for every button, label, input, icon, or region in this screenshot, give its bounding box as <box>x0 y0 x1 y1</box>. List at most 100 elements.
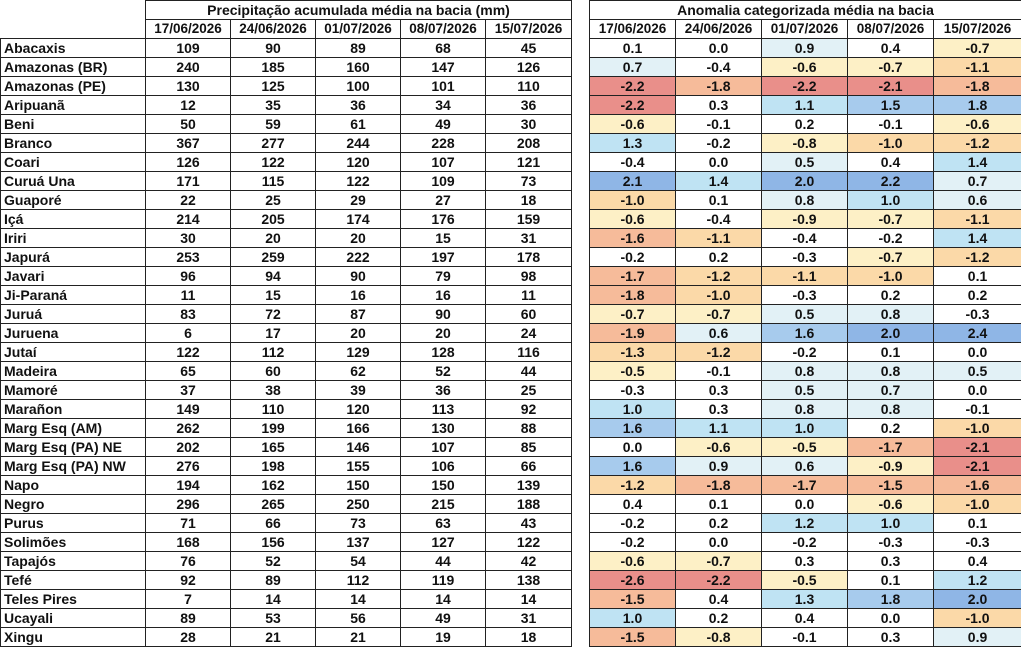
precip-value: 178 <box>485 247 572 267</box>
precip-value: 87 <box>315 304 401 324</box>
precip-value: 122 <box>485 532 572 552</box>
basin-name: Madeira <box>0 361 146 381</box>
anomaly-value: -1.0 <box>847 133 934 153</box>
anomaly-value: -1.3 <box>589 342 676 362</box>
anomaly-value: 1.8 <box>932 95 1021 115</box>
precip-value: 53 <box>230 608 316 628</box>
anomaly-value: -1.0 <box>932 608 1021 628</box>
precip-value: 15 <box>400 228 486 248</box>
anomaly-value: 0.3 <box>761 551 848 571</box>
precip-value: 44 <box>400 551 486 571</box>
precip-value: 6 <box>145 323 231 343</box>
anomaly-value: 0.3 <box>847 551 934 571</box>
anomaly-value: -0.3 <box>932 304 1021 324</box>
anomaly-value: 2.0 <box>761 171 848 191</box>
basin-name: Japurá <box>0 247 146 267</box>
basin-name: Marg Esq (AM) <box>0 418 146 438</box>
table-row: Marg Esq (PA) NW 276 198 155 106 66 <box>0 456 572 476</box>
anomaly-value: 1.0 <box>847 513 934 533</box>
precip-value: 110 <box>485 76 572 96</box>
table-row: -0.2 0.0 -0.2 -0.3 -0.3 <box>589 532 1021 552</box>
precip-value: 73 <box>315 513 401 533</box>
anomaly-value: -0.3 <box>847 532 934 552</box>
table-row: Marg Esq (PA) NE 202 165 146 107 85 <box>0 437 572 457</box>
basin-name: Ji-Paraná <box>0 285 146 305</box>
table-row: Napo 194 162 150 150 139 <box>0 475 572 495</box>
precip-value: 168 <box>145 532 231 552</box>
anomaly-value: -2.6 <box>589 570 676 590</box>
precip-date-header: 15/07/2026 <box>485 19 572 39</box>
table-row: -0.6 -0.4 -0.9 -0.7 -1.1 <box>589 209 1021 229</box>
table-row: Abacaxis 109 90 89 68 45 <box>0 38 572 58</box>
table-row: -0.2 0.2 -0.3 -0.7 -1.2 <box>589 247 1021 267</box>
precip-value: 62 <box>315 361 401 381</box>
precip-value: 18 <box>485 627 572 647</box>
anomaly-value: -0.3 <box>761 285 848 305</box>
precip-value: 156 <box>230 532 316 552</box>
anomaly-title: Anomalia categorizada média na bacia <box>588 0 1021 20</box>
anomaly-value: -1.9 <box>589 323 676 343</box>
precip-value: 109 <box>400 171 486 191</box>
precip-value: 265 <box>230 494 316 514</box>
anomaly-value: 0.0 <box>847 608 934 628</box>
anomaly-value: 0.1 <box>932 266 1021 286</box>
basin-name: Amazonas (PE) <box>0 76 146 96</box>
basin-name: Marg Esq (PA) NW <box>0 456 146 476</box>
table-row: Negro 296 265 250 215 188 <box>0 494 572 514</box>
table-row: -0.6 -0.1 0.2 -0.1 -0.6 <box>589 114 1021 134</box>
table-row: Ucayali 89 53 56 49 31 <box>0 608 572 628</box>
anomaly-value: -1.2 <box>675 266 762 286</box>
precip-value: 116 <box>485 342 572 362</box>
anomaly-value: 0.2 <box>675 608 762 628</box>
table-row: Javari 96 94 90 79 98 <box>0 266 572 286</box>
anomaly-value: 1.2 <box>932 570 1021 590</box>
anomaly-value: 0.3 <box>847 627 934 647</box>
precip-value: 36 <box>400 380 486 400</box>
anomaly-value: 1.0 <box>589 608 676 628</box>
precip-value: 130 <box>400 418 486 438</box>
table-row: 2.1 1.4 2.0 2.2 0.7 <box>589 171 1021 191</box>
anomaly-value: 0.3 <box>675 399 762 419</box>
precip-value: 160 <box>315 57 401 77</box>
anomaly-value: 1.3 <box>761 589 848 609</box>
anomaly-value: -1.2 <box>932 133 1021 153</box>
precip-value: 126 <box>145 152 231 172</box>
anomaly-value: -0.5 <box>589 361 676 381</box>
precip-value: 21 <box>315 627 401 647</box>
precip-value: 107 <box>400 437 486 457</box>
precip-value: 214 <box>145 209 231 229</box>
precip-date-header: 17/06/2026 <box>145 19 231 39</box>
precip-value: 138 <box>485 570 572 590</box>
precip-value: 199 <box>230 418 316 438</box>
anomaly-value: 0.4 <box>847 152 934 172</box>
anomaly-value: 0.9 <box>932 627 1021 647</box>
basin-name: Purus <box>0 513 146 533</box>
precip-value: 60 <box>485 304 572 324</box>
anomaly-value: -2.2 <box>675 570 762 590</box>
anomaly-value: 0.1 <box>847 342 934 362</box>
anomaly-value: 2.2 <box>847 171 934 191</box>
anomaly-value: -0.9 <box>847 456 934 476</box>
header-corner <box>0 0 146 20</box>
anomaly-value: 0.1 <box>847 570 934 590</box>
precip-value: 174 <box>315 209 401 229</box>
precip-value: 76 <box>145 551 231 571</box>
anomaly-value: 1.6 <box>589 456 676 476</box>
table-row: -1.9 0.6 1.6 2.0 2.4 <box>589 323 1021 343</box>
anomaly-value: -1.8 <box>675 475 762 495</box>
precip-value: 92 <box>145 570 231 590</box>
anomaly-value: -1.2 <box>589 475 676 495</box>
anomaly-value: 0.5 <box>932 361 1021 381</box>
table-row: -2.6 -2.2 -0.5 0.1 1.2 <box>589 570 1021 590</box>
table-row: -2.2 -1.8 -2.2 -2.1 -1.8 <box>589 76 1021 96</box>
precip-value: 155 <box>315 456 401 476</box>
anomaly-value: 0.2 <box>847 285 934 305</box>
precip-value: 36 <box>315 95 401 115</box>
precip-value: 194 <box>145 475 231 495</box>
anomaly-value: 1.8 <box>847 589 934 609</box>
precip-value: 259 <box>230 247 316 267</box>
table-row: -0.5 -0.1 0.8 0.8 0.5 <box>589 361 1021 381</box>
anomaly-value: 0.0 <box>932 380 1021 400</box>
table-row: Solimões 168 156 137 127 122 <box>0 532 572 552</box>
precip-value: 60 <box>230 361 316 381</box>
